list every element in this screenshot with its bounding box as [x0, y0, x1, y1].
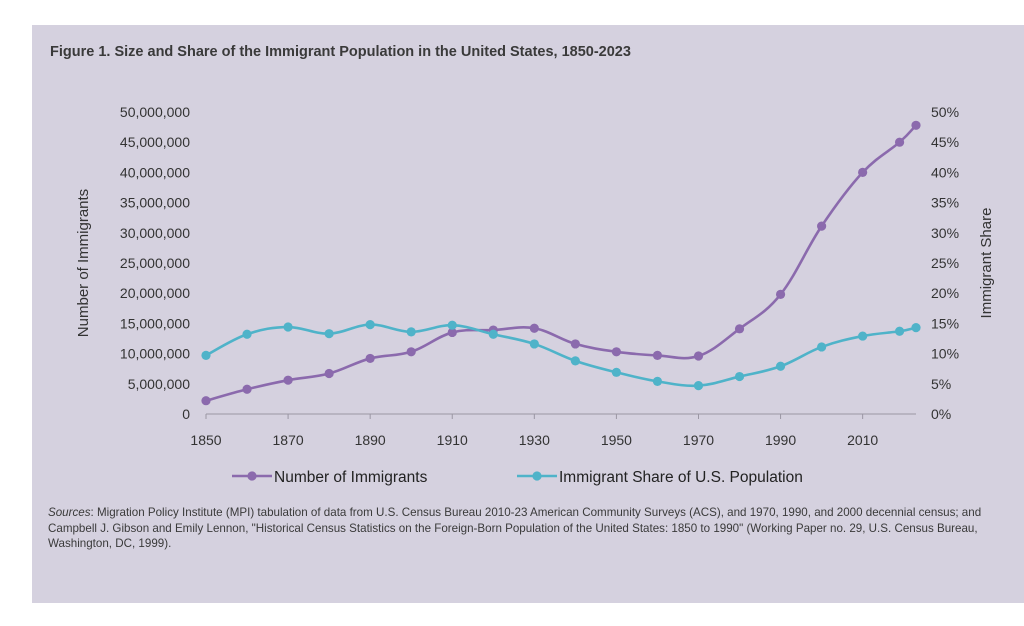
x-tick-label: 1950: [601, 432, 632, 448]
legend-swatch-marker-share: [532, 471, 542, 481]
x-tick-label: 1970: [683, 432, 714, 448]
data-point-immigrants: [529, 323, 539, 333]
data-point-immigrants: [365, 353, 375, 364]
data-point-immigrants: [324, 368, 334, 379]
right-tick-label: 40%: [931, 164, 959, 180]
series-line-immigrants: [205, 124, 917, 402]
data-point-share: [406, 327, 416, 337]
legend: Number of Immigrants Immigrant Share of U…: [232, 469, 803, 486]
data-point-immigrants: [734, 324, 745, 334]
figure-panel: [32, 25, 1024, 603]
data-point-share: [201, 350, 211, 361]
left-tick-label: 35,000,000: [120, 195, 190, 211]
right-tick-label: 45%: [931, 134, 959, 150]
right-tick-label: 0%: [931, 406, 951, 422]
data-point-share: [447, 320, 457, 330]
data-point-immigrants: [242, 384, 252, 394]
data-point-immigrants: [406, 347, 416, 357]
data-point-share: [652, 376, 663, 386]
data-point-share: [894, 326, 905, 336]
series-immigrants: [201, 120, 921, 406]
data-point-share: [693, 381, 704, 391]
data-point-share: [817, 342, 827, 352]
data-point-share: [775, 361, 786, 371]
right-tick-label: 10%: [931, 346, 959, 362]
figure-title: Figure 1. Size and Share of the Immigran…: [50, 44, 631, 60]
data-point-share: [858, 331, 868, 341]
left-tick-label: 45,000,000: [120, 134, 190, 150]
legend-swatch-marker-immigrants: [247, 471, 257, 481]
left-axis-ticks: 0 5,000,000 10,000,000 15,000,000 20,000,000…: [120, 104, 190, 422]
data-point-immigrants: [775, 289, 786, 300]
x-tick-label: 1890: [355, 432, 386, 448]
left-tick-label: 0: [182, 406, 190, 422]
right-tick-label: 30%: [931, 225, 959, 241]
data-point-immigrants: [817, 221, 827, 231]
data-point-share: [734, 371, 745, 382]
data-point-immigrants: [894, 137, 905, 147]
right-tick-label: 25%: [931, 255, 959, 271]
data-point-share: [570, 356, 580, 366]
left-tick-label: 50,000,000: [120, 104, 190, 120]
right-tick-label: 5%: [931, 376, 951, 392]
sources-label: Sources: [48, 506, 91, 519]
x-tick-label: 1870: [273, 432, 304, 448]
left-axis-title: Number of Immigrants: [75, 189, 92, 337]
left-tick-label: 40,000,000: [120, 164, 190, 180]
x-axis-ticks: 1850 1870 1890 1910 1930 1950 1970 1990 2010: [190, 414, 878, 448]
legend-label-share: Immigrant Share of U.S. Population: [559, 469, 803, 486]
data-point-immigrants: [693, 351, 704, 361]
data-point-share: [242, 329, 252, 339]
data-point-share: [324, 329, 334, 339]
data-point-immigrants: [611, 347, 622, 357]
left-tick-label: 10,000,000: [120, 346, 190, 362]
x-tick-label: 1990: [765, 432, 796, 448]
data-point-immigrants: [911, 120, 921, 130]
right-tick-label: 20%: [931, 285, 959, 301]
left-tick-label: 5,000,000: [128, 376, 190, 392]
data-point-immigrants: [283, 375, 293, 385]
data-point-share: [911, 323, 921, 333]
left-tick-label: 15,000,000: [120, 315, 190, 331]
left-tick-label: 30,000,000: [120, 225, 190, 241]
x-tick-label: 1850: [190, 432, 221, 448]
right-tick-label: 50%: [931, 104, 959, 120]
data-point-immigrants: [652, 350, 663, 361]
data-point-immigrants: [858, 167, 868, 177]
data-point-immigrants: [201, 396, 211, 406]
right-tick-label: 35%: [931, 195, 959, 211]
data-point-immigrants: [447, 327, 457, 338]
series-layer: [201, 120, 921, 406]
data-point-share: [488, 329, 498, 339]
series-share: [201, 320, 921, 391]
legend-label-immigrants: Number of Immigrants: [274, 469, 428, 486]
right-tick-label: 15%: [931, 315, 959, 331]
data-point-immigrants: [570, 339, 580, 349]
x-tick-label: 1910: [437, 432, 468, 448]
data-point-share: [365, 320, 375, 330]
data-point-share: [611, 367, 622, 377]
right-axis-title: Immigrant Share: [978, 208, 995, 319]
x-tick-label: 2010: [847, 432, 878, 448]
x-tick-label: 1930: [519, 432, 550, 448]
sources-note: Sources: Migration Policy Institute (MPI…: [48, 505, 1018, 552]
left-tick-label: 20,000,000: [120, 285, 190, 301]
right-axis-ticks: 0% 5% 10% 15% 20% 25% 30% 35% 40% 45% 50%: [931, 104, 959, 422]
data-point-share: [529, 339, 539, 349]
data-point-share: [283, 322, 293, 332]
sources-text: : Migration Policy Institute (MPI) tabul…: [48, 506, 982, 550]
left-tick-label: 25,000,000: [120, 255, 190, 271]
